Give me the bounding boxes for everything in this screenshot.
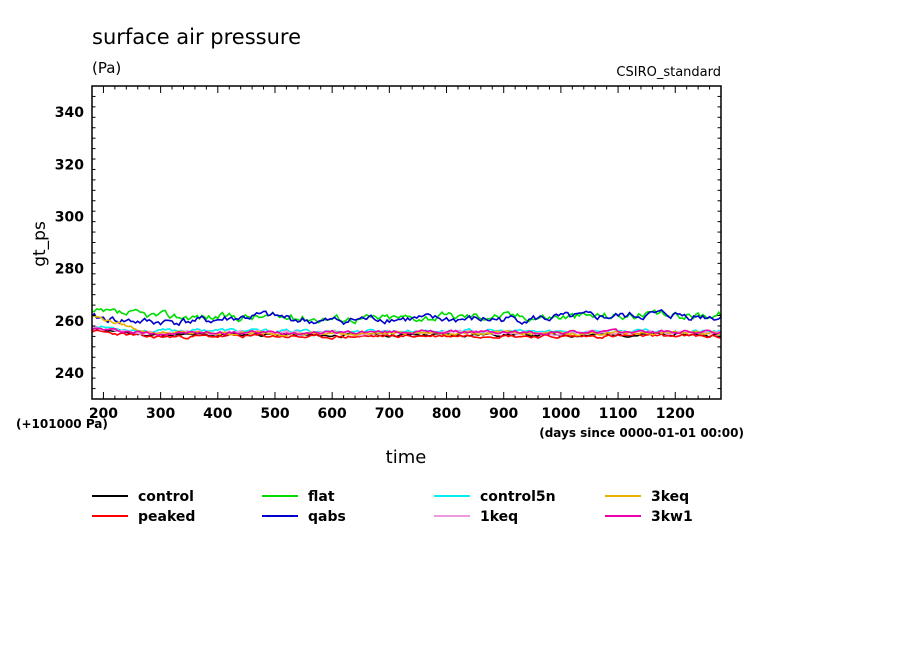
x-tick-label: 200 [89, 406, 118, 422]
series-lines [91, 308, 722, 340]
y-tick-label: 280 [55, 262, 84, 278]
x-axis-label: time [386, 447, 427, 468]
x-tick-label: 900 [489, 406, 518, 422]
source-label: CSIRO_standard [616, 65, 721, 80]
y-tick-labels: 240 260 280 300 320 340 [55, 105, 84, 382]
y-tick-label: 340 [55, 105, 84, 121]
legend: control peaked flat qabs control5n 1keq 3keq 3k… [92, 489, 693, 525]
y-tick-label: 320 [55, 157, 84, 173]
y-offset-label: (+101000 Pa) [16, 417, 108, 431]
x-tick-label: 1000 [541, 406, 580, 422]
y-axis-label: gt_ps [30, 221, 50, 267]
legend-label-1keq: 1keq [480, 509, 518, 525]
series-line-peaked [91, 329, 722, 340]
axis-ticks [91, 85, 722, 400]
x-tick-label: 400 [203, 406, 232, 422]
series-line-3kw1 [91, 327, 722, 337]
series-line-qabs [91, 308, 722, 327]
x-tick-label: 1200 [656, 406, 695, 422]
y-tick-label: 300 [55, 209, 84, 225]
x-tick-label: 500 [260, 406, 289, 422]
legend-label-control5n: control5n [480, 489, 556, 505]
legend-label-qabs: qabs [308, 509, 346, 525]
x-tick-labels: 200 300 400 500 600 700 800 900 1000 1100 1200 [89, 406, 695, 422]
legend-label-peaked: peaked [138, 509, 195, 525]
legend-label-3keq: 3keq [651, 489, 689, 505]
legend-label-3kw1: 3kw1 [651, 509, 693, 525]
legend-label-control: control [138, 489, 194, 505]
units-label: (Pa) [92, 59, 121, 77]
x-tick-label: 600 [318, 406, 347, 422]
legend-label-flat: flat [308, 489, 335, 505]
x-tick-label: 800 [432, 406, 461, 422]
x-tick-label: 300 [146, 406, 175, 422]
plot-frame [91, 85, 722, 400]
y-tick-label: 260 [55, 314, 84, 330]
chart-title: surface air pressure [92, 25, 301, 49]
y-tick-label: 240 [55, 366, 84, 382]
x-tick-label: 700 [375, 406, 404, 422]
x-tick-label: 1100 [599, 406, 638, 422]
x-units-label: (days since 0000-01-01 00:00) [539, 426, 744, 440]
